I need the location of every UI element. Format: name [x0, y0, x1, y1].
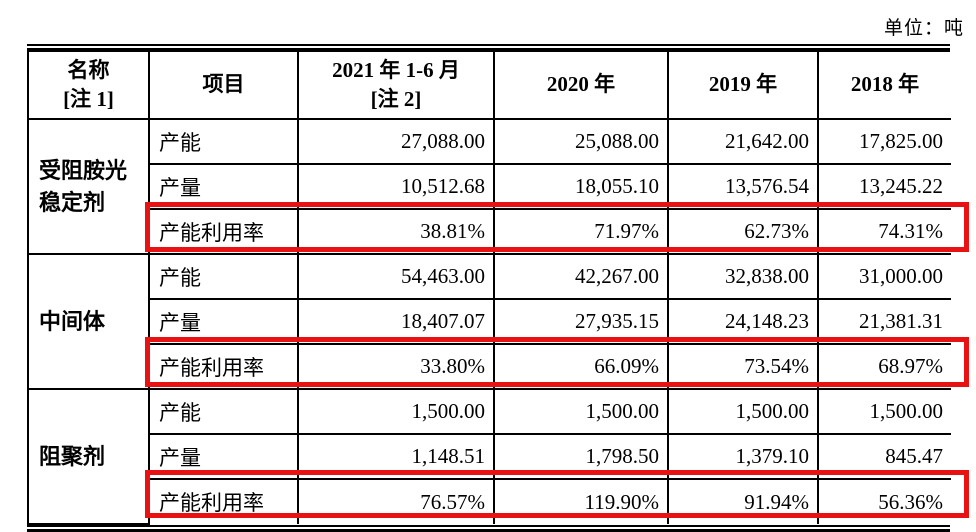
item-label: 产量	[148, 163, 299, 210]
cell-value: 91.94%	[667, 478, 819, 524]
cell-value: 18,055.10	[493, 163, 669, 210]
cell-value: 56.36%	[817, 478, 951, 524]
item-label: 产量	[148, 433, 299, 480]
cell-value: 54,463.00	[297, 253, 495, 300]
cell-value: 32,838.00	[667, 253, 819, 300]
cell-value: 21,381.31	[817, 298, 951, 345]
cell-value: 25,088.00	[493, 118, 669, 165]
item-label: 产能利用率	[148, 478, 299, 524]
cell-value: 42,267.00	[493, 253, 669, 300]
table-bottom-double-rule	[27, 525, 950, 532]
item-label: 产能利用率	[148, 343, 299, 390]
item-label: 产能	[148, 253, 299, 300]
cell-value: 10,512.68	[297, 163, 495, 210]
cell-value: 27,935.15	[493, 298, 669, 345]
unit-label: 单位：吨	[883, 18, 964, 39]
header-row: 名称 [注 1] 项目 2021 年 1-6 月 [注 2] 2020 年 20…	[27, 52, 951, 120]
table-row-highlighted: 产能利用率 38.81% 71.97% 62.73% 74.31%	[28, 208, 951, 255]
table-row: 中间体 产能 54,463.00 42,267.00 32,838.00 31,…	[27, 253, 951, 390]
group-name-inhibitor: 阻聚剂	[27, 388, 150, 525]
table-row: 产量 1,148.51 1,798.50 1,379.10 845.47	[28, 433, 951, 480]
table-row-highlighted: 产能利用率 76.57% 119.90% 91.94% 56.36%	[28, 478, 951, 524]
table-top-double-rule	[27, 44, 950, 52]
table-row: 产量 10,512.68 18,055.10 13,576.54 13,245.…	[28, 163, 951, 210]
cell-value: 74.31%	[817, 208, 951, 255]
item-label: 产能利用率	[148, 208, 299, 255]
cell-value: 33.80%	[297, 343, 495, 390]
col-header-2021h1: 2021 年 1-6 月 [注 2]	[297, 52, 495, 120]
cell-value: 17,825.00	[817, 118, 951, 165]
table-row: 受阻胺光 稳定剂 产能 27,088.00 25,088.00 21,642.0…	[27, 118, 951, 255]
cell-value: 21,642.00	[667, 118, 819, 165]
col-header-2019: 2019 年	[667, 52, 819, 120]
cell-value: 76.57%	[297, 478, 495, 524]
capacity-table-wrap: 名称 [注 1] 项目 2021 年 1-6 月 [注 2] 2020 年 20…	[27, 44, 951, 532]
cell-value: 1,148.51	[297, 433, 495, 480]
col-header-name: 名称 [注 1]	[27, 52, 150, 120]
cell-value: 62.73%	[667, 208, 819, 255]
cell-value: 119.90%	[493, 478, 669, 524]
col-header-2018: 2018 年	[817, 52, 951, 120]
cell-value: 13,576.54	[667, 163, 819, 210]
cell-value: 1,500.00	[493, 388, 669, 435]
cell-value: 71.97%	[493, 208, 669, 255]
capacity-utilization-table: 名称 [注 1] 项目 2021 年 1-6 月 [注 2] 2020 年 20…	[27, 52, 951, 525]
cell-value: 13,245.22	[817, 163, 951, 210]
item-label: 产能	[148, 118, 299, 165]
table-row: 产量 18,407.07 27,935.15 24,148.23 21,381.…	[28, 298, 951, 345]
group-name-intermediates: 中间体	[27, 253, 150, 390]
cell-value: 38.81%	[297, 208, 495, 255]
item-label: 产能	[148, 388, 299, 435]
cell-value: 68.97%	[817, 343, 951, 390]
item-label: 产量	[148, 298, 299, 345]
cell-value: 18,407.07	[297, 298, 495, 345]
group-name-hals: 受阻胺光 稳定剂	[27, 118, 150, 255]
col-header-2020: 2020 年	[493, 52, 669, 120]
cell-value: 27,088.00	[297, 118, 495, 165]
cell-value: 1,798.50	[493, 433, 669, 480]
cell-value: 1,500.00	[667, 388, 819, 435]
cell-value: 24,148.23	[667, 298, 819, 345]
cell-value: 1,500.00	[297, 388, 495, 435]
cell-value: 66.09%	[493, 343, 669, 390]
cell-value: 31,000.00	[817, 253, 951, 300]
cell-value: 1,500.00	[817, 388, 951, 435]
table-row-highlighted: 产能利用率 33.80% 66.09% 73.54% 68.97%	[28, 343, 951, 390]
table-row: 阻聚剂 产能 1,500.00 1,500.00 1,500.00 1,500.…	[27, 388, 951, 525]
cell-value: 1,379.10	[667, 433, 819, 480]
col-header-item: 项目	[148, 52, 299, 120]
cell-value: 845.47	[817, 433, 951, 480]
cell-value: 73.54%	[667, 343, 819, 390]
